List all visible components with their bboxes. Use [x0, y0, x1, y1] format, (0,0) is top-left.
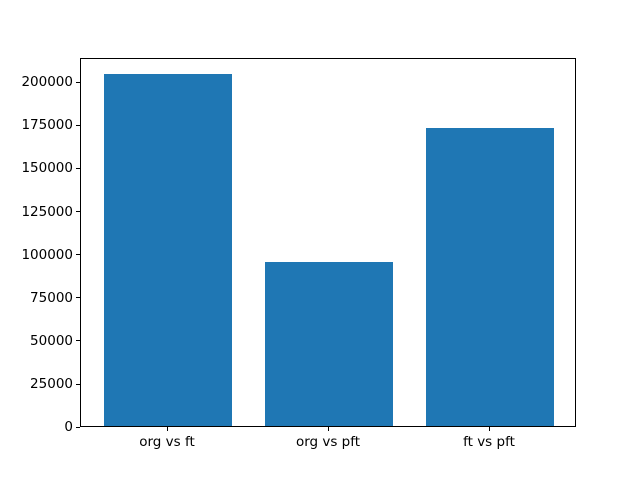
plot-area [80, 57, 576, 428]
y-tick-mark [76, 211, 80, 212]
x-tick-label: org vs ft [139, 433, 195, 450]
y-tick-label: 200000 [21, 74, 73, 91]
x-tick-mark [166, 427, 168, 432]
y-tick-label: 25000 [30, 376, 73, 393]
y-tick-label: 0 [64, 419, 73, 436]
y-tick-mark [76, 383, 80, 385]
x-tick-mark [327, 427, 329, 432]
bar-org-vs-ft [103, 74, 233, 427]
y-tick-mark [76, 124, 80, 126]
y-tick-mark [76, 340, 80, 342]
y-tick-label: 150000 [21, 160, 73, 177]
y-tick-mark [76, 81, 80, 83]
y-tick-mark [76, 167, 80, 169]
y-tick-label: 75000 [30, 289, 73, 306]
bar-ft-vs-pft [425, 127, 555, 427]
x-tick-label: org vs pft [295, 433, 361, 450]
y-tick-label: 175000 [21, 117, 73, 134]
x-tick-mark [488, 427, 490, 432]
y-tick-mark [76, 254, 80, 256]
y-tick-label: 125000 [21, 203, 73, 220]
bar-org-vs-pft [264, 262, 394, 427]
y-tick-mark [76, 297, 80, 299]
x-tick-label: ft vs pft [463, 433, 515, 450]
y-tick-mark [76, 426, 80, 428]
y-tick-label: 100000 [21, 246, 73, 263]
y-tick-label: 50000 [30, 332, 73, 349]
